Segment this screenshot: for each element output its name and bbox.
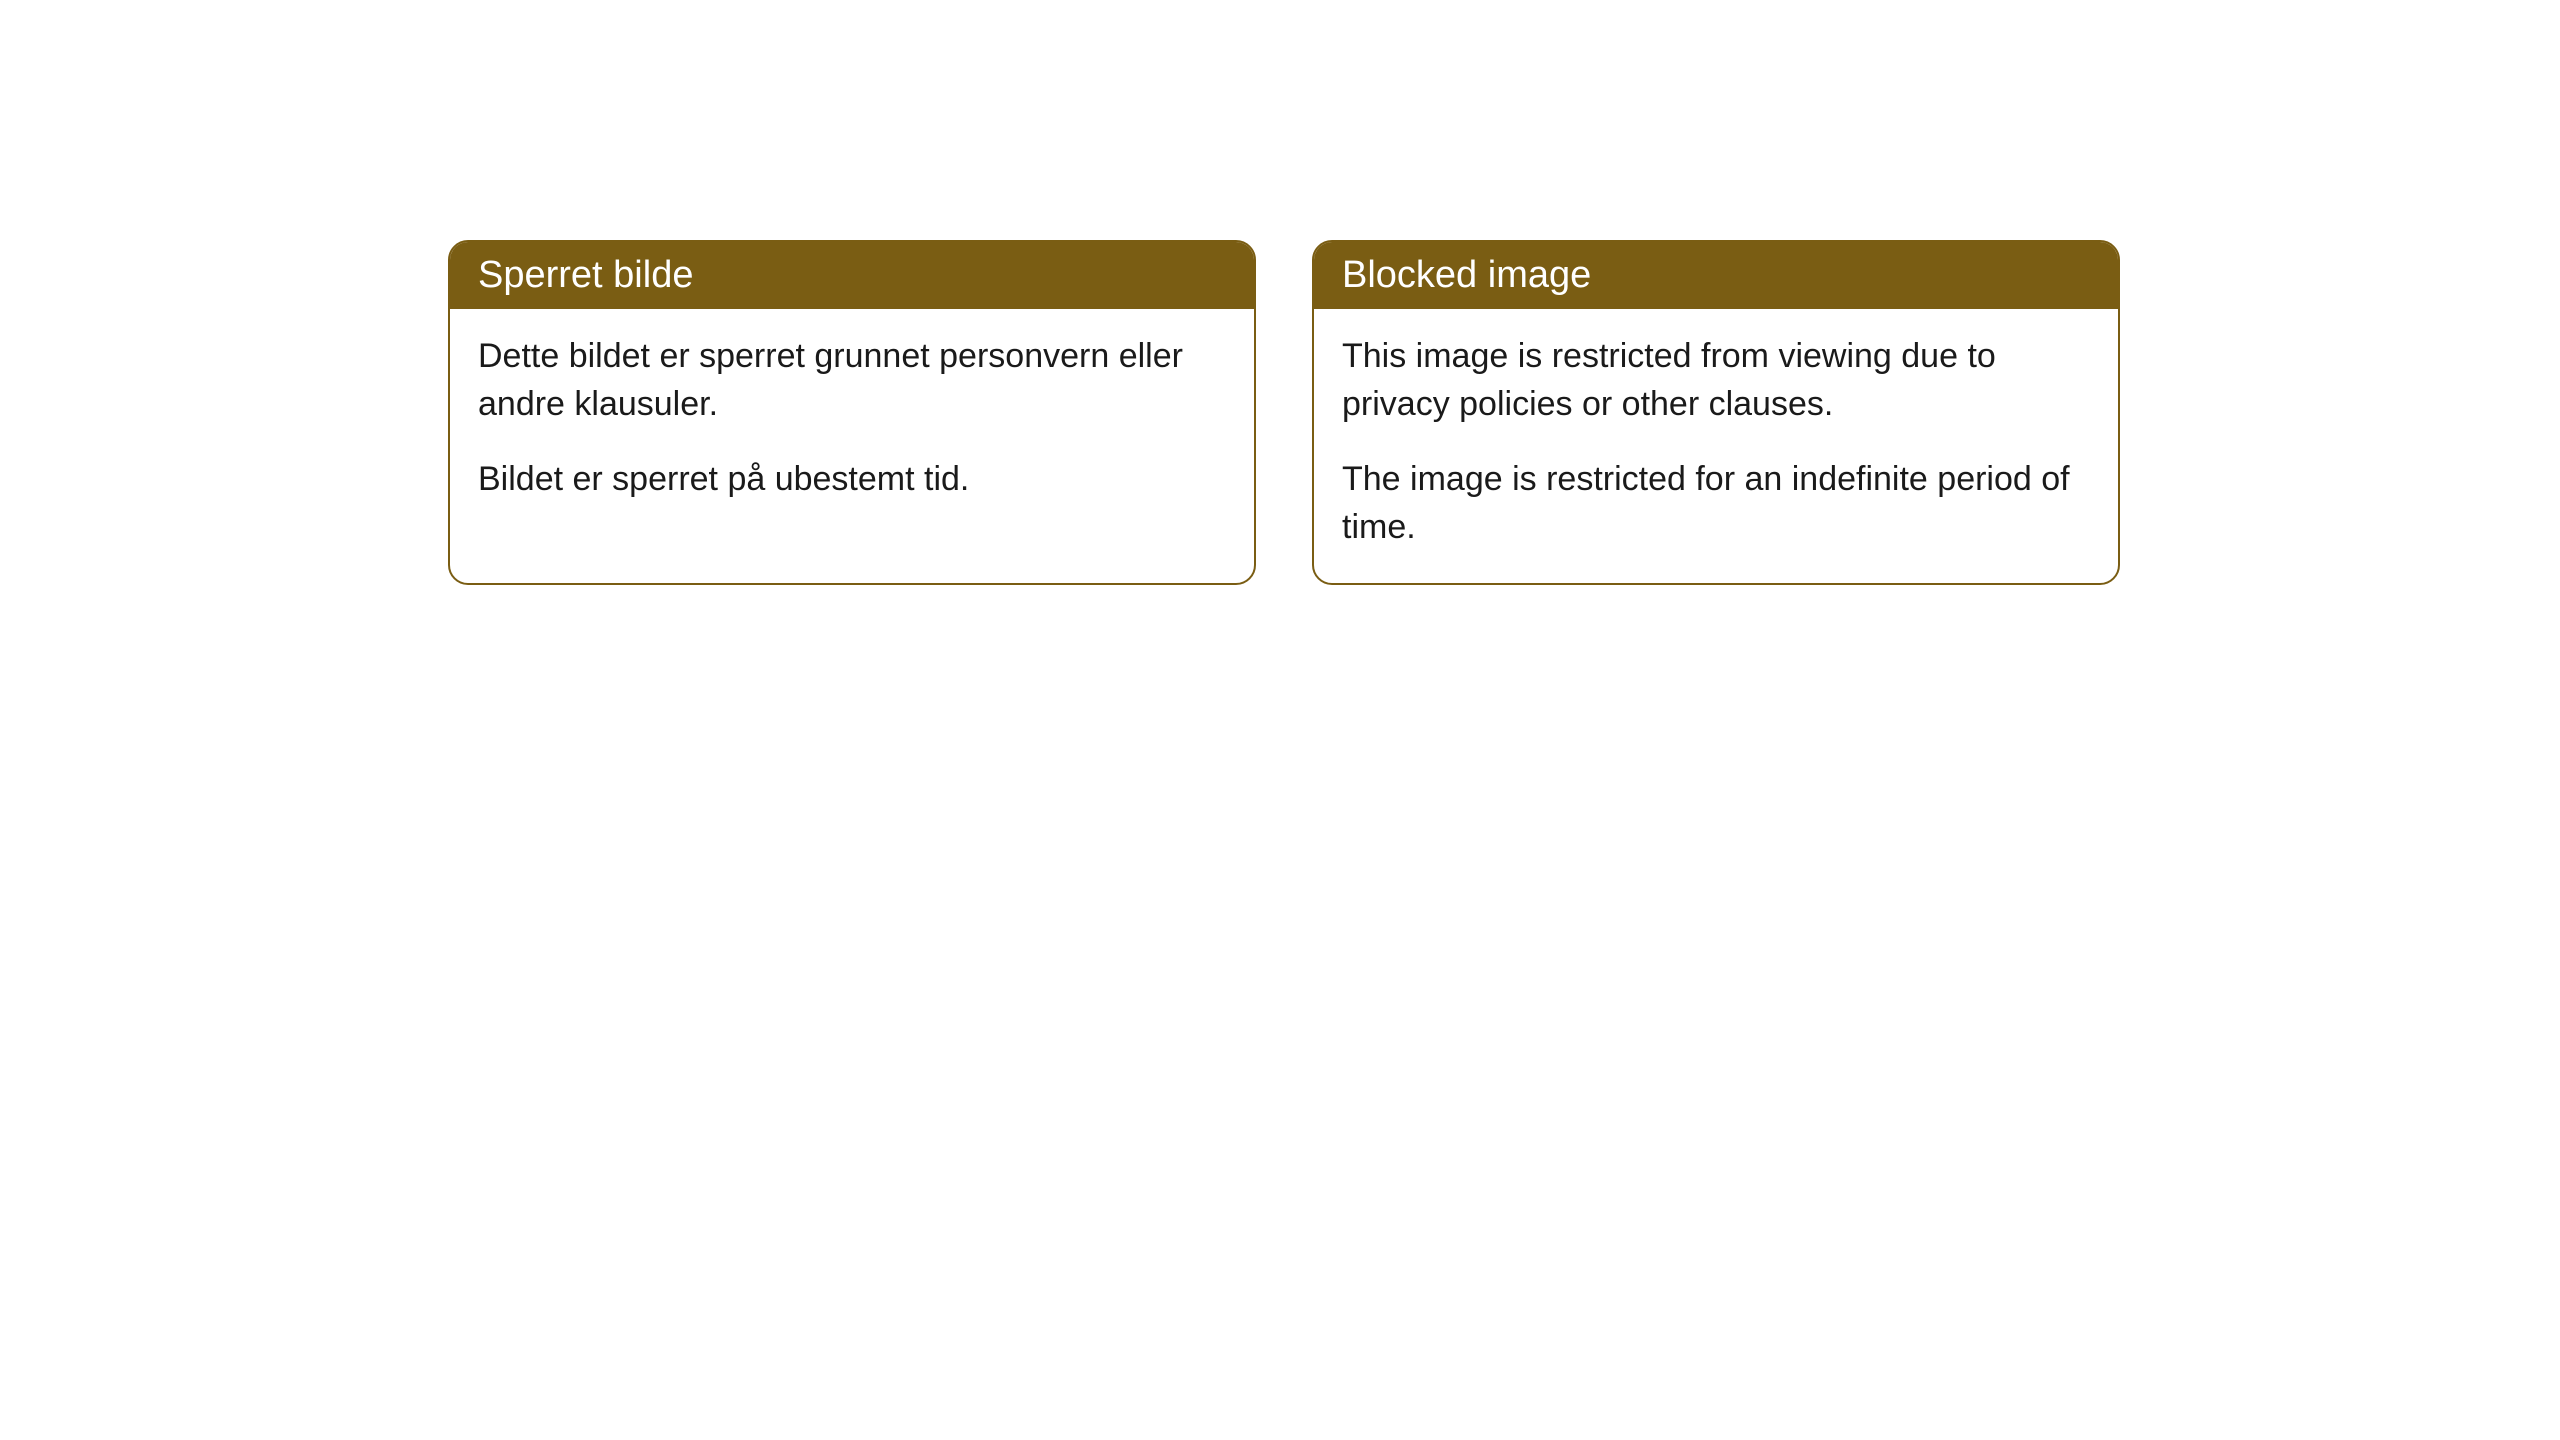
card-title: Blocked image — [1342, 254, 1591, 296]
blocked-image-card-norwegian: Sperret bilde Dette bildet er sperret gr… — [448, 240, 1256, 585]
card-title: Sperret bilde — [478, 254, 693, 296]
card-paragraph: Bildet er sperret på ubestemt tid. — [478, 456, 1226, 504]
card-body: This image is restricted from viewing du… — [1314, 309, 2118, 583]
notice-cards-container: Sperret bilde Dette bildet er sperret gr… — [448, 240, 2120, 585]
blocked-image-card-english: Blocked image This image is restricted f… — [1312, 240, 2120, 585]
card-body: Dette bildet er sperret grunnet personve… — [450, 309, 1254, 536]
card-paragraph: The image is restricted for an indefinit… — [1342, 456, 2090, 551]
card-header: Sperret bilde — [450, 242, 1254, 309]
card-header: Blocked image — [1314, 242, 2118, 309]
card-paragraph: Dette bildet er sperret grunnet personve… — [478, 333, 1226, 428]
card-paragraph: This image is restricted from viewing du… — [1342, 333, 2090, 428]
